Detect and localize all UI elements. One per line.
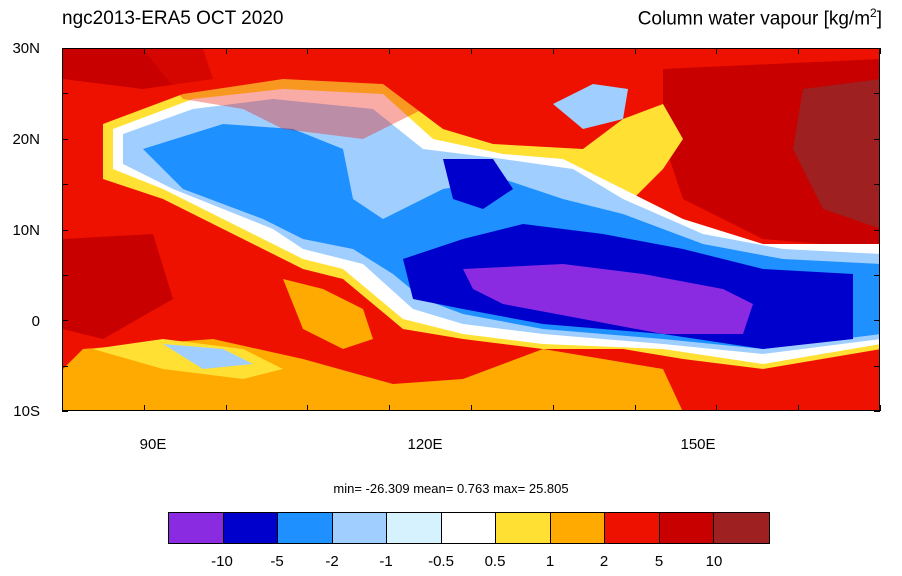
axis-tick bbox=[307, 48, 309, 54]
axis-tick bbox=[874, 274, 880, 276]
colorbar-label: -0.5 bbox=[428, 553, 454, 570]
y-label-30n: 30N bbox=[12, 40, 40, 57]
axis-tick bbox=[62, 411, 68, 412]
axis-tick bbox=[62, 320, 68, 322]
axis-tick bbox=[62, 93, 68, 95]
colorbar-label: 10 bbox=[705, 553, 723, 570]
axis-tick bbox=[716, 48, 718, 54]
axis-tick bbox=[62, 365, 68, 367]
stats-line: min= -26.309 mean= 0.763 max= 25.805 bbox=[333, 481, 569, 496]
colorbar-box bbox=[223, 513, 278, 543]
colorbar-box bbox=[332, 513, 387, 543]
axis-tick bbox=[634, 405, 636, 411]
axis-tick bbox=[798, 48, 800, 54]
x-label-150e: 150E bbox=[680, 436, 716, 453]
axis-tick bbox=[880, 48, 881, 54]
colorbar-label: -10 bbox=[211, 553, 233, 570]
y-label-0: 0 bbox=[31, 313, 40, 330]
map-title-left: ngc2013-ERA5 OCT 2020 bbox=[62, 8, 284, 29]
axis-tick bbox=[874, 365, 880, 367]
axis-tick bbox=[874, 229, 880, 231]
axis-tick bbox=[874, 48, 880, 49]
axis-tick bbox=[471, 48, 472, 54]
y-label-10n: 10N bbox=[12, 222, 40, 239]
axis-tick bbox=[143, 405, 145, 411]
axis-tick bbox=[880, 405, 881, 411]
axis-tick bbox=[62, 274, 68, 276]
axis-tick bbox=[798, 405, 800, 411]
colorbar-box bbox=[659, 513, 714, 543]
axis-tick bbox=[874, 93, 880, 95]
axis-tick bbox=[225, 48, 227, 54]
map-plot-area bbox=[62, 48, 880, 411]
axis-tick bbox=[62, 48, 63, 54]
water-vapour-field bbox=[63, 49, 879, 410]
colorbar-label: 1 bbox=[545, 553, 555, 570]
colorbar-label: -2 bbox=[325, 553, 339, 570]
axis-tick bbox=[874, 138, 880, 140]
colorbar-box bbox=[496, 513, 551, 543]
axis-tick bbox=[552, 405, 554, 411]
y-label-20n: 20N bbox=[12, 131, 40, 148]
axis-tick bbox=[634, 48, 636, 54]
axis-tick bbox=[307, 405, 309, 411]
axis-tick bbox=[716, 405, 718, 411]
map-title-right: Column water vapour [kg/m2] bbox=[637, 6, 882, 30]
x-label-120e: 120E bbox=[407, 436, 443, 453]
axis-tick bbox=[552, 48, 554, 54]
axis-tick bbox=[143, 48, 145, 54]
axis-tick bbox=[62, 229, 68, 231]
colorbar-box bbox=[714, 513, 769, 543]
axis-tick bbox=[874, 411, 880, 412]
axis-tick bbox=[62, 405, 63, 411]
axis-tick bbox=[389, 48, 391, 54]
colorbar-label: -1 bbox=[379, 553, 393, 570]
colorbar-label: 5 bbox=[654, 553, 664, 570]
x-label-90e: 90E bbox=[139, 436, 167, 453]
axis-tick bbox=[62, 184, 68, 186]
colorbar-box bbox=[550, 513, 605, 543]
colorbar bbox=[168, 512, 770, 544]
axis-tick bbox=[225, 405, 227, 411]
axis-tick bbox=[389, 405, 391, 411]
colorbar-label: 2 bbox=[599, 553, 609, 570]
axis-tick bbox=[62, 138, 68, 140]
colorbar-box bbox=[278, 513, 333, 543]
colorbar-box bbox=[605, 513, 660, 543]
colorbar-box bbox=[169, 513, 224, 543]
axis-tick bbox=[62, 48, 68, 49]
colorbar-box bbox=[387, 513, 442, 543]
axis-tick bbox=[874, 184, 880, 186]
axis-tick bbox=[874, 320, 880, 322]
colorbar-box bbox=[441, 513, 496, 543]
axis-tick bbox=[471, 405, 472, 411]
y-label-10s: 10S bbox=[13, 403, 40, 420]
colorbar-label: -5 bbox=[270, 553, 284, 570]
colorbar-label: 0.5 bbox=[484, 553, 506, 570]
